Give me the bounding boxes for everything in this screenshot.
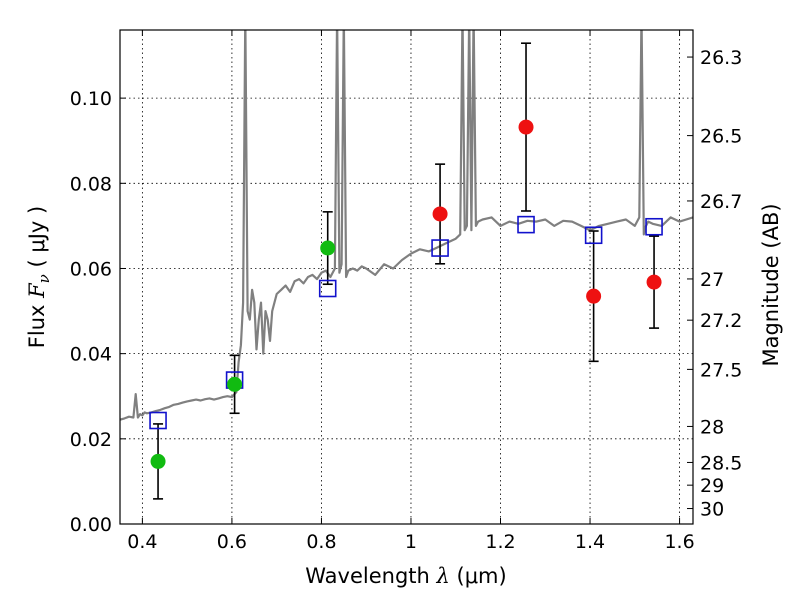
plot-frame [119,29,694,525]
x-axis-title: Wavelength λ (μm) [305,564,506,588]
x-tick-label: 1 [405,531,417,553]
observed-point [227,376,243,392]
y2-tick-label: 30 [700,499,724,521]
observed-point [320,240,336,256]
observed-point [432,206,448,222]
observed-point [646,274,662,290]
observed-point [150,453,166,469]
x-tick-label: 1.4 [575,531,605,553]
spectrum-line [120,30,693,421]
y-tick-label: 0.10 [70,88,112,110]
y2-tick-label: 26.5 [700,126,742,148]
observed-point [518,119,534,135]
y2-tick-label: 28 [700,416,724,438]
y2-tick-label: 27.5 [700,359,742,381]
grid [120,30,693,524]
model-points [149,215,663,430]
x-tick-label: 0.6 [217,531,247,553]
y2-tick-label: 26.7 [700,191,742,213]
x-axis: 0.4 0.6 0.8 1 1.2 1.4 1.6 [127,30,695,553]
model-point [645,217,663,236]
model-point [584,226,603,245]
x-tick-label: 0.4 [127,531,157,553]
y2-tick-label: 26.3 [700,47,742,69]
y-tick-label: 0.08 [70,173,112,195]
observed-points [150,119,662,469]
model-point [149,411,167,430]
y2-tick-label: 29 [700,475,724,497]
y2-tick-label: 27.2 [700,310,742,332]
y-axis-title: Flux Fν ( μJy ) [25,206,53,348]
y-axis: 0.00 0.02 0.04 0.06 0.08 0.10 [70,88,126,536]
x-tick-label: 0.8 [306,531,336,553]
model-point [431,239,449,257]
y2-tick-label: 28.5 [700,452,742,474]
y2-tick-label: 27 [700,269,724,291]
x-tick-label: 1.6 [664,531,694,553]
y-tick-label: 0.04 [70,344,112,366]
x-tick-label: 1.2 [485,531,515,553]
y-tick-label: 0.00 [70,514,112,536]
y-tick-label: 0.02 [70,429,112,451]
y2-axis-title: Magnitude (AB) [759,203,783,366]
model-point [318,279,337,298]
observed-point [586,288,602,304]
y-tick-label: 0.06 [70,258,112,280]
model-point [517,215,535,234]
